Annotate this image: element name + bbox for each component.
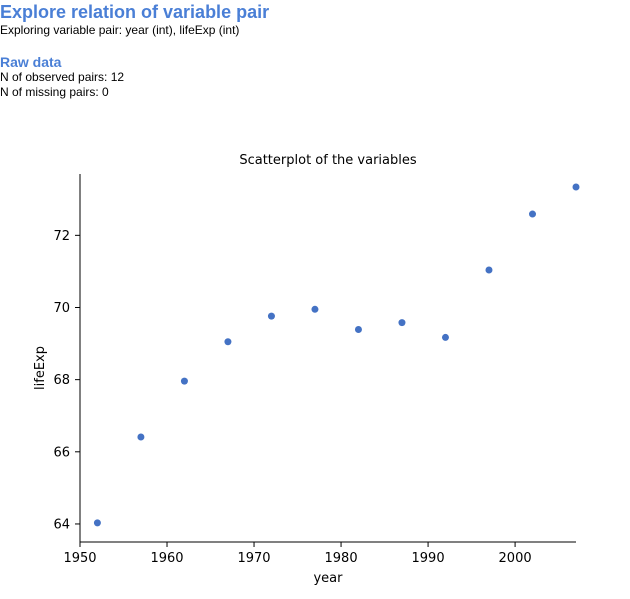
y-tick-label: 64 xyxy=(53,517,70,532)
y-tick-label: 68 xyxy=(53,373,70,388)
page-subtitle: Exploring variable pair: year (int), lif… xyxy=(0,23,240,37)
data-point xyxy=(180,377,188,385)
x-tick-label: 1960 xyxy=(150,551,183,566)
x-tick-label: 1970 xyxy=(237,551,270,566)
report-header: Explore relation of variable pair Explor… xyxy=(0,2,630,100)
y-tick-label: 66 xyxy=(53,445,70,460)
x-tick-label: 1980 xyxy=(325,551,358,566)
data-point xyxy=(398,319,406,327)
missing-pairs-count: N of missing pairs: 0 xyxy=(0,85,109,99)
data-point xyxy=(267,312,275,320)
axes-layer: 1950 1960 1970 1980 1990 2000 64 66 68 70 72 xyxy=(53,174,576,566)
data-point xyxy=(528,210,536,218)
chart-title: Scatterplot of the variables xyxy=(239,153,417,168)
data-point xyxy=(93,519,101,527)
data-point xyxy=(354,325,362,333)
data-point xyxy=(485,266,493,274)
y-axis-label: lifeExp xyxy=(33,346,48,390)
observed-pairs-count: N of observed pairs: 12 xyxy=(0,70,125,84)
x-tick-label: 2000 xyxy=(499,551,532,566)
x-tick-label: 1990 xyxy=(412,551,445,566)
y-tick-label: 72 xyxy=(53,229,70,244)
points-layer xyxy=(93,183,580,527)
scatterplot-svg: Scatterplot of the variables 1950 1960 197… xyxy=(33,153,580,586)
y-tick-label: 70 xyxy=(53,301,70,316)
page-title: Explore relation of variable pair xyxy=(0,2,270,22)
data-point xyxy=(441,333,449,341)
data-point xyxy=(572,183,580,191)
raw-data-heading: Raw data xyxy=(0,54,62,70)
data-point xyxy=(224,338,232,346)
x-axis-label: year xyxy=(313,571,343,586)
scatterplot-chart: Scatterplot of the variables 1950 1960 197… xyxy=(0,140,630,594)
data-point xyxy=(137,433,145,441)
data-point xyxy=(311,305,319,313)
x-tick-label: 1950 xyxy=(63,551,96,566)
